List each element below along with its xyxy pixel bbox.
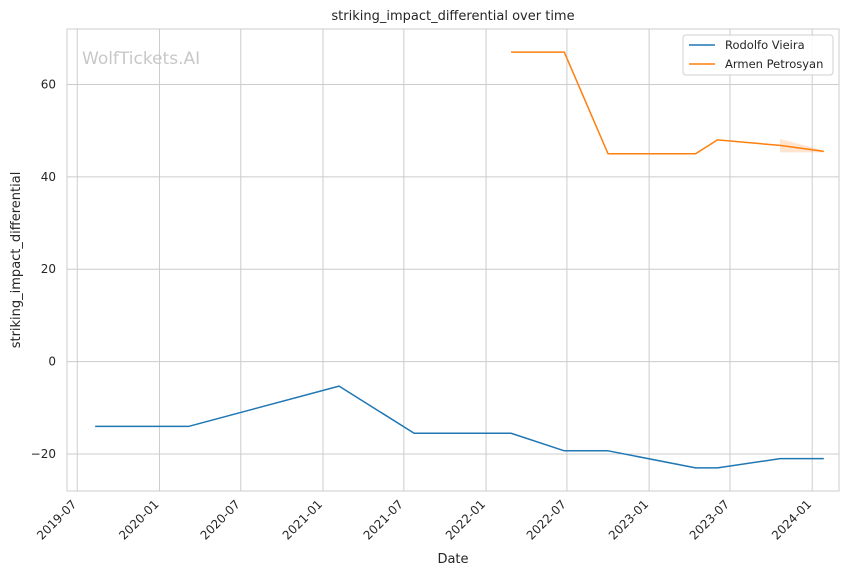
legend-box: [682, 34, 834, 76]
plot-frame: [66, 28, 840, 492]
chart-title: striking_impact_differential over time: [331, 9, 574, 24]
confidence-band: [780, 138, 824, 153]
series-lines: [95, 51, 824, 469]
y-tick-label: 20: [41, 262, 56, 276]
grid: [67, 29, 839, 491]
y-tick-label: −20: [31, 447, 56, 461]
confidence-bands: [780, 138, 824, 153]
series-line: [511, 51, 824, 155]
legend-label: Armen Petrosyan: [725, 57, 823, 71]
legend: Rodolfo Vieira Armen Petrosyan: [682, 34, 834, 76]
y-axis-ticks: −20 0 20 40 60: [31, 77, 56, 461]
y-tick-label: 40: [41, 170, 56, 184]
y-tick-label: 60: [41, 77, 56, 91]
y-tick-label: 0: [48, 355, 56, 369]
legend-label: Rodolfo Vieira: [725, 38, 805, 52]
x-axis-label: Date: [437, 552, 468, 567]
y-axis-label: striking_impact_differential: [9, 172, 24, 349]
watermark: WolfTickets.AI: [82, 49, 200, 69]
series-line: [95, 385, 824, 469]
